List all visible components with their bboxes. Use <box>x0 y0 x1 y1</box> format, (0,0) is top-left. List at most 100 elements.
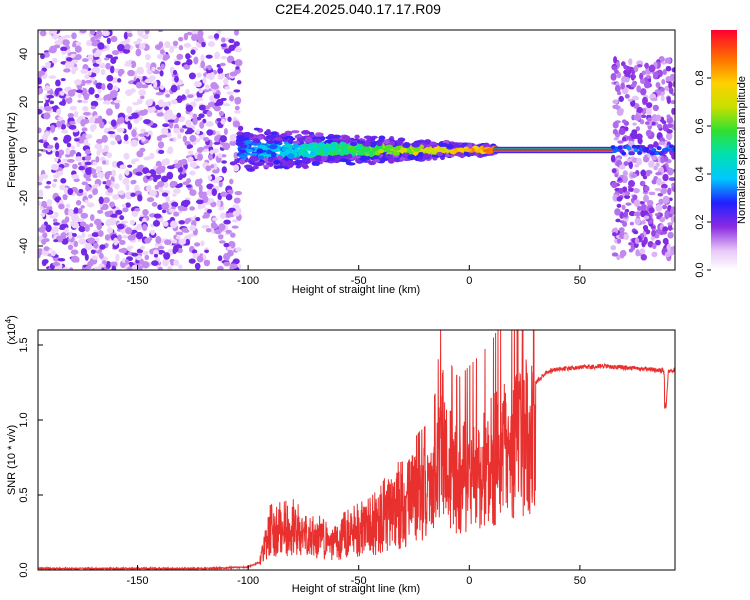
spectrogram-cell <box>621 119 627 124</box>
spectrogram-cell <box>332 134 341 139</box>
spectrogram-cell <box>89 30 96 35</box>
spectrogram-cell <box>63 68 71 73</box>
spectrogram-cell <box>666 114 671 120</box>
spectrogram-cell <box>133 41 141 45</box>
spectrogram-cell <box>137 238 142 243</box>
x-tick-label: -50 <box>351 575 367 587</box>
spectrogram-cell <box>99 156 106 162</box>
spectrogram-cell <box>69 120 76 125</box>
spectrogram-cell <box>42 259 49 264</box>
spectrogram-cell <box>384 144 394 150</box>
spectrogram-cell <box>192 33 199 41</box>
spectrogram-cell <box>102 160 107 165</box>
spectrogram-cell <box>163 252 171 260</box>
spectrogram-cell <box>117 234 122 242</box>
spectrogram-cell <box>647 144 655 149</box>
spectrogram-cell <box>136 30 145 35</box>
spectrogram-cell <box>138 133 146 137</box>
spectrogram-cell <box>309 151 316 156</box>
spectrogram-cell <box>666 243 671 252</box>
spectrogram-cell <box>205 105 211 110</box>
spectrogram-cell <box>627 187 635 192</box>
spectrogram-cell <box>65 96 73 104</box>
spectrogram-cell <box>188 72 196 80</box>
spectrogram-cell <box>62 39 70 46</box>
spectrogram-cell <box>159 112 164 117</box>
spectrogram-cell <box>670 215 675 223</box>
spectrogram-cell <box>272 148 281 153</box>
spectrogram-cell <box>137 194 143 202</box>
spectrogram-cell <box>193 56 199 65</box>
spectrogram-cell <box>182 135 187 143</box>
spectrogram-cell <box>165 109 173 117</box>
spectrogram-cell <box>220 56 228 60</box>
spectrogram-cell <box>61 50 67 55</box>
spectrogram-cell <box>141 136 146 142</box>
spectrogram-cell <box>185 217 192 223</box>
spectrogram-cell <box>318 132 324 137</box>
spectrogram-cell <box>68 231 73 240</box>
spectrogram-cell <box>127 69 135 77</box>
spectrogram-cell <box>223 242 230 248</box>
spectrogram-cell <box>94 93 100 99</box>
spectrogram-cell <box>120 247 128 254</box>
spectrogram-cell <box>617 177 622 182</box>
spectrogram-cell <box>227 116 232 123</box>
spectrogram-cell <box>655 82 661 88</box>
spectrogram-cell <box>38 77 43 85</box>
spectrogram-cell <box>621 76 627 83</box>
spectrogram-cell <box>296 137 305 142</box>
spectrogram-cell <box>106 152 113 159</box>
spectrogram-cell <box>229 161 238 166</box>
spectrogram-cell <box>46 94 55 99</box>
spectrogram-cell <box>631 95 639 101</box>
spectrogram-cell <box>356 140 366 144</box>
spectrogram-cell <box>85 178 92 182</box>
spectrogram-cell <box>642 224 649 231</box>
spectrogram-cell <box>157 141 165 149</box>
y-tick-label: 0.5 <box>18 487 30 502</box>
spectrogram-cell <box>189 134 197 143</box>
spectrogram-cell <box>198 178 203 185</box>
spectrogram-cell <box>619 249 627 257</box>
spectrogram-cell <box>623 233 630 241</box>
spectrogram-cell <box>162 258 170 267</box>
spectrogram-cell <box>121 234 129 239</box>
spectrogram-cell <box>72 163 78 170</box>
spectrogram-cell <box>166 149 172 154</box>
spectrogram-cell <box>51 229 57 235</box>
spectrogram-cell <box>99 252 104 260</box>
spectrogram-cell <box>136 150 144 158</box>
spectrogram-cell <box>220 43 227 48</box>
spectrogram-cell <box>616 91 622 96</box>
spectrogram-cell <box>101 134 108 143</box>
spectrogram-cell <box>457 147 465 152</box>
spectrogram-cell <box>82 105 89 112</box>
spectrogram-cell <box>356 151 366 156</box>
spectrogram-cell <box>89 223 94 228</box>
spectrogram-cell <box>85 184 90 192</box>
spectrogram-cell <box>85 80 93 84</box>
spectrogram-cell <box>105 263 111 270</box>
snr-panel: -150 -100 -50 0 50 0.0 0.5 1.0 1.5 Height of st… <box>4 315 676 595</box>
spectrogram-cell <box>662 195 670 204</box>
spectrogram-cell <box>222 142 231 151</box>
spectrogram-cell <box>185 104 193 112</box>
spectrogram-cell <box>221 154 227 158</box>
spectrogram-cell <box>67 89 76 97</box>
spectrogram-cell <box>160 127 169 135</box>
y-tick-label: 20 <box>18 96 30 108</box>
spectrogram-cell <box>662 226 669 233</box>
spectrogram-cell <box>613 56 618 64</box>
spectrogram-cell <box>632 122 637 126</box>
spectrogram-cell <box>237 125 244 132</box>
spectrogram-cell <box>633 65 639 73</box>
spectrogram-cell <box>111 50 120 56</box>
spectrogram-cell <box>328 151 338 156</box>
spectrogram-cell <box>48 75 57 79</box>
spectrogram-cell <box>628 180 635 188</box>
spectrogram-cell <box>612 232 617 237</box>
x-tick-label: 0 <box>466 275 472 287</box>
spectrogram-cell <box>655 172 662 176</box>
spectrogram-cell <box>52 261 61 267</box>
